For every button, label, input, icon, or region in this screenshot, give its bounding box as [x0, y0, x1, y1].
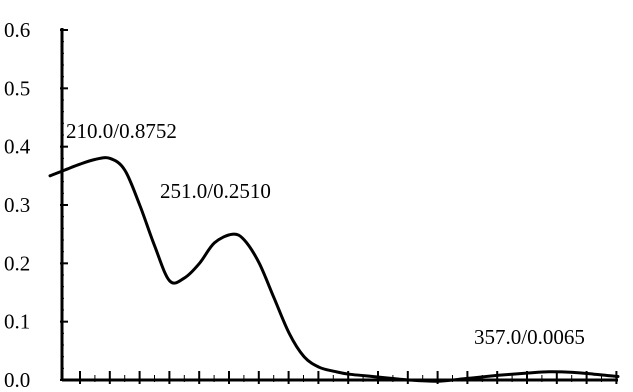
peak-annotation: 251.0/0.2510	[160, 179, 271, 203]
y-tick-label: 0.5	[4, 76, 30, 100]
y-tick-label: 0.2	[4, 251, 30, 275]
y-tick-label: 0.3	[4, 193, 30, 217]
series-group	[48, 156, 620, 383]
y-tick-label: 0.1	[4, 310, 30, 334]
y-tick-label: 0.4	[4, 135, 31, 159]
peak-annotation: 357.0/0.0065	[474, 325, 585, 349]
series-line-0	[48, 156, 620, 383]
y-tick-label: 0.0	[4, 368, 30, 392]
peak-annotation: 210.0/0.8752	[66, 119, 177, 143]
y-axis: 0.0 0.1 0.2 0.3 0.4 0.5 0.6	[4, 18, 68, 392]
annotations: 210.0/0.8752 251.0/0.2510 357.0/0.0065	[66, 119, 585, 349]
y-tick-label: 0.6	[4, 18, 30, 42]
